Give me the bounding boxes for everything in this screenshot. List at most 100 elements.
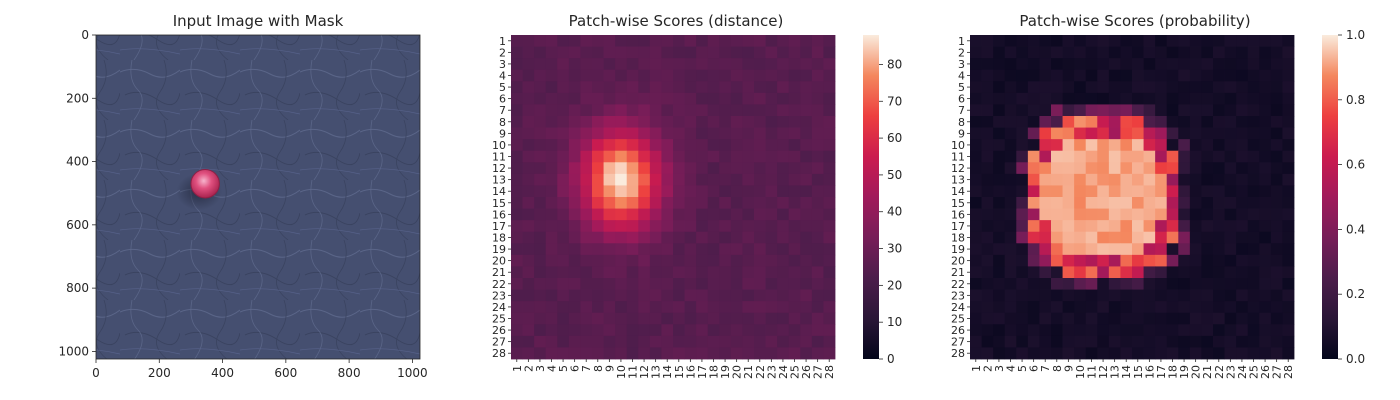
heatmap-cell	[707, 81, 720, 94]
heatmap-cell	[788, 312, 801, 325]
y-tick-label: 4	[499, 70, 506, 83]
heatmap-cell	[511, 289, 523, 302]
heatmap-cell	[1051, 278, 1063, 290]
heatmap-cell	[568, 69, 581, 82]
y-tick-label: 11	[492, 151, 506, 164]
heatmap-cell	[649, 127, 662, 140]
heatmap-cell	[800, 231, 813, 244]
heatmap-cell	[1027, 139, 1040, 152]
heatmap-cell	[981, 347, 994, 360]
x-tick-label: 5	[1016, 365, 1029, 372]
heatmap-cell	[1051, 289, 1063, 302]
heatmap-cell	[592, 197, 604, 209]
heatmap-cell	[1155, 301, 1168, 314]
heatmap-cell	[765, 220, 778, 233]
heatmap-cell	[638, 173, 651, 186]
heatmap-cell	[993, 116, 1006, 128]
y-tick-label: 24	[492, 301, 506, 314]
heatmap-cell	[1270, 92, 1283, 105]
heatmap-cell	[673, 162, 685, 175]
heatmap-cell	[993, 208, 1006, 221]
heatmap-cell	[1108, 220, 1121, 233]
heatmap-cell	[730, 92, 743, 105]
heatmap-cell	[580, 139, 593, 152]
heatmap-cell	[1108, 162, 1121, 175]
heatmap-cell	[534, 266, 547, 279]
heatmap-cell	[1132, 231, 1144, 244]
heatmap-cell	[1039, 104, 1052, 117]
heatmap-cell	[1074, 254, 1087, 267]
heatmap-cell	[511, 278, 523, 290]
heatmap-cell	[673, 266, 685, 279]
heatmap-cell	[788, 220, 801, 233]
heatmap-cell	[1213, 173, 1225, 186]
heatmap-cell	[811, 197, 824, 209]
heatmap-cell	[719, 116, 732, 128]
heatmap-cell	[1224, 254, 1237, 267]
heatmap-cell	[765, 35, 778, 47]
heatmap-cell	[970, 69, 982, 82]
heatmap-cell	[1062, 266, 1075, 279]
heatmap-cell	[1016, 278, 1029, 290]
heatmap-cell	[1213, 231, 1225, 244]
heatmap-cell	[707, 58, 720, 71]
heatmap-cell	[615, 289, 628, 302]
heatmap-cell	[649, 162, 662, 175]
heatmap-cell	[684, 127, 697, 140]
heatmap-cell	[823, 150, 836, 163]
heatmap-cell	[673, 58, 685, 71]
heatmap-cell	[684, 243, 697, 256]
heatmap-cell	[626, 243, 639, 256]
probability-colorbar-ticks: 0.00.20.40.60.81.0	[1338, 28, 1365, 366]
heatmap-cell	[615, 231, 628, 244]
heatmap-cell	[1074, 220, 1087, 233]
heatmap-cell	[811, 266, 824, 279]
heatmap-cell	[981, 104, 994, 117]
heatmap-cell	[800, 81, 813, 94]
heatmap-cell	[1282, 173, 1295, 186]
heatmap-cell	[1108, 185, 1121, 198]
heatmap-cell	[1062, 104, 1075, 117]
heatmap-cell	[707, 35, 720, 47]
heatmap-cell	[568, 162, 581, 175]
heatmap-cell	[684, 208, 697, 221]
heatmap-cell	[1201, 278, 1214, 290]
x-tick-label: 3	[993, 365, 1006, 372]
heatmap-cell	[649, 243, 662, 256]
heatmap-cell	[1074, 81, 1087, 94]
heatmap-cell	[1085, 197, 1098, 209]
colorbar-tick-label: 20	[887, 278, 902, 292]
heatmap-cell	[1085, 58, 1098, 71]
heatmap-cell	[673, 347, 685, 360]
heatmap-cell	[800, 173, 813, 186]
heatmap-cell	[511, 46, 523, 59]
y-tick-label: 13	[951, 174, 965, 187]
heatmap-cell	[545, 35, 558, 47]
heatmap-cell	[592, 208, 604, 221]
probability-y-ticks: 1234567891011121314151617181920212223242…	[951, 35, 970, 360]
heatmap-cell	[534, 116, 547, 128]
heatmap-cell	[707, 289, 720, 302]
heatmap-cell	[730, 266, 743, 279]
heatmap-cell	[615, 220, 628, 233]
heatmap-cell	[568, 289, 581, 302]
heatmap-cell	[696, 46, 709, 59]
heatmap-cell	[1085, 139, 1098, 152]
heatmap-cell	[1236, 104, 1249, 117]
x-tick-label: 11	[1086, 365, 1099, 379]
heatmap-cell	[730, 150, 743, 163]
heatmap-cell	[730, 243, 743, 256]
heatmap-cell	[1166, 266, 1179, 279]
heatmap-cell	[1155, 92, 1168, 105]
heatmap-cell	[1132, 139, 1144, 152]
heatmap-cell	[993, 81, 1006, 94]
heatmap-cell	[557, 243, 570, 256]
heatmap-cell	[1247, 208, 1260, 221]
heatmap-cell	[1120, 312, 1133, 325]
heatmap-cell	[1074, 347, 1087, 360]
x-tick-label: 7	[1039, 365, 1052, 372]
heatmap-cell	[1270, 173, 1283, 186]
heatmap-cell	[1097, 312, 1110, 325]
heatmap-cell	[649, 58, 662, 71]
panel-input-image: Input Image with Mask 0 200 400 600 800 1000 …	[58, 12, 427, 380]
